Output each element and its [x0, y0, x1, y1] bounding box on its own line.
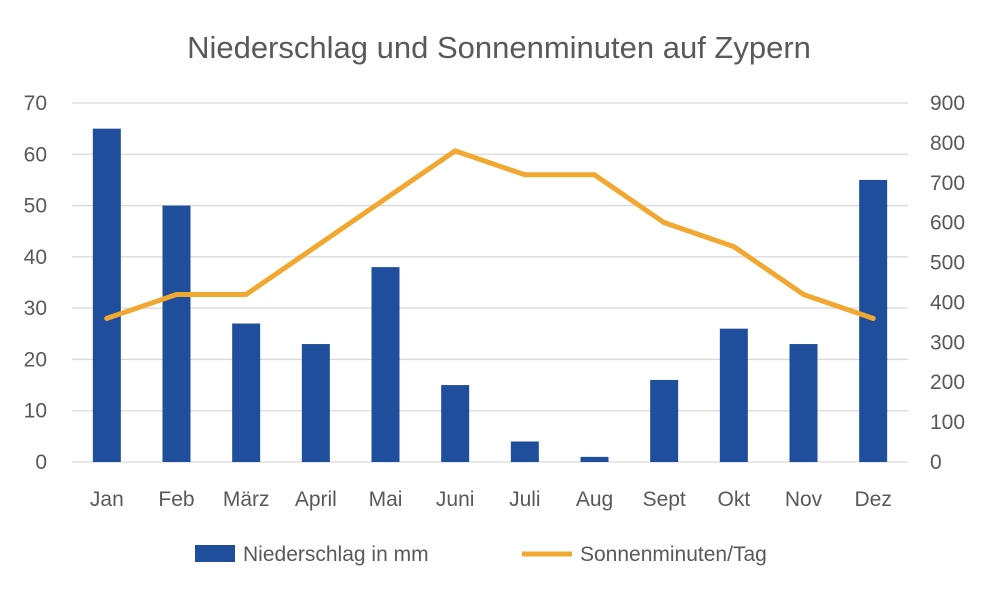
- bar: [301, 344, 330, 462]
- y-right-tick-label: 100: [930, 411, 965, 434]
- legend-label-sonnenminuten: Sonnenminuten/Tag: [580, 543, 767, 566]
- x-tick-label: Okt: [717, 488, 750, 511]
- y-right-tick-label: 0: [930, 451, 942, 474]
- line-point: [592, 172, 597, 178]
- bar: [441, 385, 470, 462]
- y-left-tick-label: 30: [24, 297, 47, 320]
- x-tick-label: Jan: [90, 488, 124, 511]
- x-tick-label: Juli: [509, 488, 541, 511]
- bar: [92, 128, 121, 462]
- bar: [371, 267, 400, 462]
- y-right-tick-label: 200: [930, 371, 965, 394]
- y-left-tick-label: 0: [35, 451, 47, 474]
- bar: [580, 456, 609, 462]
- x-tick-label: Sept: [643, 488, 686, 511]
- bar: [232, 323, 261, 462]
- y-left-tick-label: 10: [24, 400, 47, 423]
- line-point: [174, 291, 179, 297]
- line-point: [870, 315, 876, 321]
- x-tick-label: Juni: [436, 488, 475, 511]
- y-right-tick-label: 700: [930, 172, 965, 195]
- y-right-tick-label: 900: [930, 92, 965, 115]
- bar: [859, 179, 888, 462]
- line-point: [661, 220, 667, 226]
- y-right-tick-label: 500: [930, 252, 965, 275]
- line-point: [801, 291, 806, 297]
- x-tick-label: Aug: [576, 488, 613, 511]
- y-right-tick-label: 800: [930, 132, 965, 155]
- line-point: [104, 315, 110, 321]
- line-point: [243, 291, 249, 297]
- bar: [719, 328, 748, 462]
- y-left-tick-label: 50: [24, 195, 47, 218]
- y-left-tick-label: 70: [24, 92, 47, 115]
- y-left-tick-label: 40: [24, 246, 47, 269]
- bar-series: [92, 128, 888, 463]
- line-point: [383, 196, 388, 202]
- line-point: [731, 244, 737, 250]
- x-tick-label: April: [295, 488, 337, 511]
- y-right-tick-label: 600: [930, 212, 965, 235]
- x-tick-label: März: [223, 488, 270, 511]
- y-axis-left: 0 10 20 30 40 50 60 70: [24, 92, 47, 474]
- line-series: [104, 148, 876, 321]
- y-right-tick-label: 400: [930, 291, 965, 314]
- x-tick-label: Feb: [158, 488, 194, 511]
- line-point: [313, 244, 319, 250]
- x-tick-label: Mai: [369, 488, 403, 511]
- y-left-tick-label: 60: [24, 143, 47, 166]
- x-tick-label: Nov: [785, 488, 823, 511]
- bar: [162, 205, 191, 463]
- legend-label-niederschlag: Niederschlag in mm: [243, 543, 429, 566]
- line-point: [522, 172, 528, 178]
- x-tick-label: Dez: [854, 488, 891, 511]
- line-point: [452, 148, 458, 154]
- bar: [650, 379, 679, 462]
- gridlines: [72, 102, 908, 463]
- bar: [789, 344, 818, 462]
- y-left-tick-label: 20: [24, 348, 47, 371]
- y-axis-right: 0 100 200 300 400 500 600 700 800 900: [930, 92, 965, 474]
- legend: Niederschlag in mm Sonnenminuten/Tag: [195, 543, 767, 566]
- line-path: [104, 148, 876, 321]
- bar: [510, 441, 539, 462]
- x-axis: Jan Feb März April Mai Juni Juli Aug Sept Okt Nov D…: [90, 488, 892, 511]
- chart-title: Niederschlag und Sonnenminuten auf Zyper…: [187, 30, 811, 65]
- y-right-tick-label: 300: [930, 331, 965, 354]
- legend-swatch-niederschlag: [195, 545, 235, 562]
